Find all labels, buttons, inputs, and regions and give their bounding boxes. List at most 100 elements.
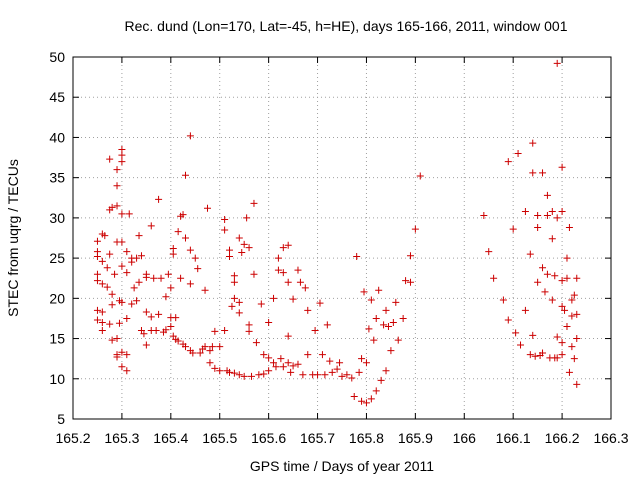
y-tick-label: 10	[49, 371, 65, 387]
data-point	[93, 306, 101, 314]
data-point	[186, 132, 194, 140]
data-point	[370, 336, 378, 344]
data-point	[243, 214, 251, 222]
data-point	[235, 234, 243, 242]
data-point	[563, 254, 571, 262]
data-point	[123, 248, 131, 256]
data-point	[568, 343, 576, 351]
data-point	[311, 327, 319, 335]
data-point	[565, 368, 573, 376]
data-point	[257, 300, 265, 308]
data-point	[147, 222, 155, 230]
data-point	[252, 339, 260, 347]
data-point	[358, 355, 366, 363]
data-point	[101, 232, 109, 240]
data-point	[534, 211, 542, 219]
data-point	[98, 257, 106, 265]
data-point	[573, 310, 581, 318]
data-point	[98, 327, 106, 335]
y-tick-label: 5	[57, 411, 65, 427]
data-point	[103, 283, 111, 291]
data-point	[118, 151, 126, 159]
data-point	[221, 215, 229, 223]
x-tick-label: 166.2	[545, 430, 580, 446]
data-point	[123, 269, 131, 277]
data-point	[543, 270, 551, 278]
data-point	[172, 314, 180, 322]
data-point	[353, 253, 361, 261]
y-tick-label: 45	[49, 89, 65, 105]
data-point	[260, 351, 268, 359]
data-point	[553, 354, 561, 362]
data-point	[235, 371, 243, 379]
data-points	[93, 59, 581, 407]
data-point	[226, 253, 234, 261]
data-point	[289, 295, 297, 303]
data-point	[106, 320, 114, 328]
y-tick-label: 50	[49, 49, 65, 65]
data-point	[133, 297, 141, 305]
data-point	[558, 163, 566, 171]
data-point	[164, 270, 172, 278]
data-point	[189, 349, 197, 357]
data-point	[169, 250, 177, 258]
data-point	[336, 359, 344, 367]
data-point	[294, 360, 302, 368]
data-point	[162, 326, 170, 334]
data-point	[260, 370, 268, 378]
y-tick-label: 25	[49, 250, 65, 266]
data-point	[274, 266, 282, 274]
data-point	[93, 253, 101, 261]
data-point	[238, 248, 246, 256]
data-point	[406, 278, 414, 286]
data-point	[181, 171, 189, 179]
data-point	[380, 321, 388, 329]
data-point	[155, 310, 163, 318]
data-point	[93, 270, 101, 278]
data-point	[274, 254, 282, 262]
data-point	[240, 372, 248, 380]
data-point	[296, 278, 304, 286]
data-point	[179, 211, 187, 219]
data-point	[499, 296, 507, 304]
data-point	[573, 335, 581, 343]
data-point	[514, 150, 522, 158]
data-point	[157, 274, 165, 282]
x-tick-label: 165.6	[251, 430, 286, 446]
data-point	[509, 225, 517, 233]
data-point	[411, 225, 419, 233]
data-point	[318, 351, 326, 359]
data-point	[558, 302, 566, 310]
data-point	[245, 321, 253, 329]
data-point	[226, 246, 234, 254]
data-point	[113, 166, 121, 174]
data-point	[573, 274, 581, 282]
data-point	[284, 332, 292, 340]
data-point	[265, 318, 273, 326]
data-point	[504, 158, 512, 166]
data-point	[230, 294, 238, 302]
data-point	[526, 250, 534, 258]
data-point	[137, 252, 145, 260]
data-point	[563, 322, 571, 330]
x-tick-label: 165.3	[104, 430, 139, 446]
data-point	[177, 274, 185, 282]
data-point	[534, 278, 542, 286]
data-point	[348, 374, 356, 382]
data-point	[98, 318, 106, 326]
data-point	[394, 336, 402, 344]
data-point	[186, 280, 194, 288]
data-point	[416, 172, 424, 180]
data-point	[512, 329, 520, 337]
x-tick-label: 165.5	[202, 430, 237, 446]
data-point	[125, 210, 133, 218]
data-point	[255, 371, 263, 379]
data-point	[167, 284, 175, 292]
data-point	[135, 278, 143, 286]
y-tick-label: 20	[49, 290, 65, 306]
data-point	[142, 308, 150, 316]
data-point	[553, 59, 561, 67]
data-point	[133, 254, 141, 262]
data-point	[316, 299, 324, 307]
data-point	[517, 341, 525, 349]
